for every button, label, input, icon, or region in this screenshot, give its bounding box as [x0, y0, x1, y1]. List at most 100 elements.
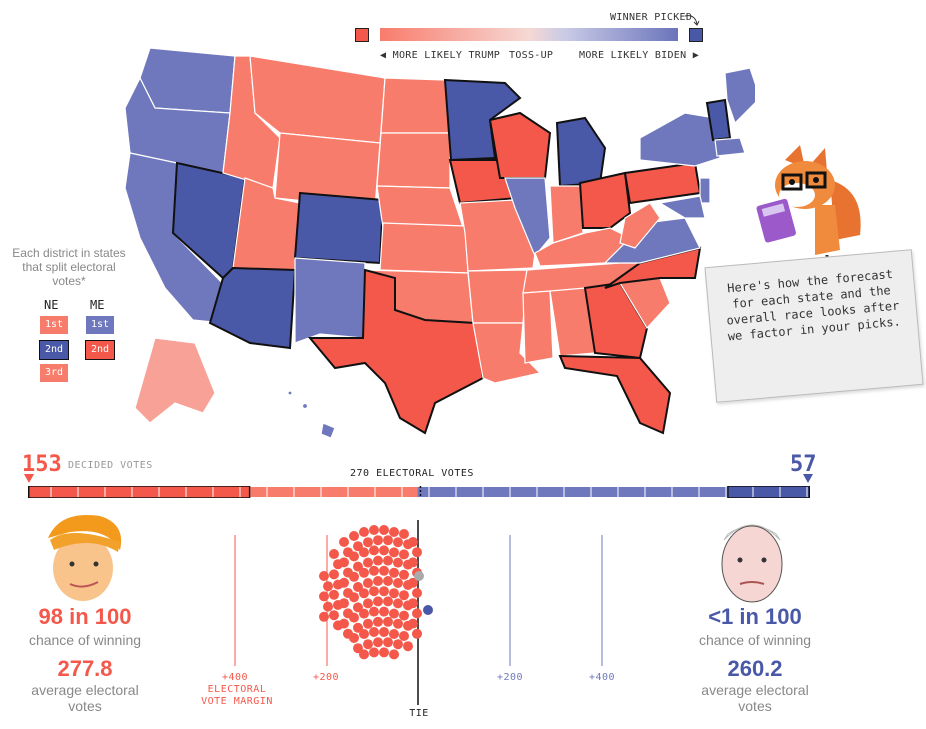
simulation-dot [379, 586, 389, 597]
simulation-dot [369, 647, 379, 658]
state-south-dakota[interactable] [376, 132, 451, 189]
legend-biden-picked-swatch [689, 28, 703, 42]
state-vermont-nh[interactable] [705, 98, 732, 142]
simulation-dot [349, 633, 359, 643]
simulation-dot [329, 569, 339, 580]
simulation-dots [319, 525, 422, 660]
simulation-dot [323, 601, 333, 612]
state-pennsylvania[interactable] [623, 161, 702, 205]
state-new-mexico[interactable] [294, 257, 366, 344]
state-north-dakota[interactable] [380, 77, 451, 134]
state-kansas[interactable] [379, 222, 469, 274]
state-west-virginia[interactable] [619, 202, 661, 249]
simulation-dot [363, 578, 373, 588]
state-wisconsin[interactable] [488, 111, 552, 179]
simulation-dot [403, 641, 413, 652]
bar-biden-lean [417, 487, 728, 497]
simulation-dot [412, 628, 422, 639]
simulation-dot [389, 649, 399, 660]
simulation-dot [319, 591, 329, 602]
simulation-dot [339, 537, 349, 547]
state-mississippi[interactable] [522, 290, 554, 364]
simulation-dot [353, 561, 363, 572]
trump-marker-icon [24, 474, 34, 483]
simulation-dot [393, 618, 403, 629]
me-district-2[interactable]: 2nd [85, 340, 115, 360]
simulation-dot [389, 547, 399, 558]
simulation-dot [383, 576, 393, 586]
simulation-dot [383, 616, 393, 627]
state-michigan[interactable] [555, 116, 607, 188]
state-texas[interactable] [307, 268, 485, 435]
us-electoral-map[interactable] [95, 38, 755, 443]
simulation-dot [363, 557, 373, 568]
state-arizona[interactable] [208, 266, 297, 350]
simulation-dot [389, 567, 399, 578]
simulation-dot [373, 535, 383, 546]
simulation-dot [363, 598, 373, 609]
state-louisiana[interactable] [472, 322, 542, 384]
more-likely-biden-label: MORE LIKELY BIDEN ▶ [579, 50, 700, 61]
simulation-dot [408, 557, 418, 568]
ne-district-2[interactable]: 2nd [39, 340, 69, 360]
winner-picked-label: WINNER PICKED [610, 12, 693, 23]
simulation-dot [389, 588, 399, 599]
simulation-dot [412, 547, 422, 558]
simulation-dot [363, 639, 373, 650]
trump-chance: 98 in 100 [38, 604, 132, 629]
district-col-me: ME [90, 298, 105, 312]
axis-trump-200: +200 [312, 672, 340, 683]
me-district-1[interactable]: 1st [86, 316, 114, 334]
state-hawaii[interactable] [320, 422, 336, 439]
biden-avatar [721, 524, 783, 603]
bar-trump-lean [250, 487, 418, 497]
state-new-york[interactable] [639, 112, 721, 167]
district-col-ne: NE [44, 298, 59, 312]
state-massachusetts[interactable] [714, 137, 746, 157]
simulation-dot [359, 608, 369, 619]
simulation-dot [339, 598, 349, 609]
state-colorado[interactable] [293, 191, 385, 265]
simulation-dot [373, 616, 383, 627]
state-new-jersey[interactable] [699, 177, 711, 204]
state-maine[interactable] [724, 67, 755, 125]
biden-chance-label: chance of winning [698, 632, 812, 648]
color-legend: WINNER PICKED ◀ MORE LIKELY TRUMP TOSS-U… [355, 10, 715, 70]
simulation-dot [379, 606, 389, 617]
state-ohio[interactable] [578, 171, 632, 229]
toss-up-label: TOSS-UP [509, 50, 554, 61]
simulation-dot [349, 551, 359, 562]
simulation-dot [379, 627, 389, 637]
simulation-dot [359, 588, 369, 599]
simulation-dot [408, 577, 418, 588]
simulation-dot [369, 545, 379, 556]
ne-district-1[interactable]: 1st [40, 316, 68, 334]
simulation-dot [349, 612, 359, 623]
simulation-dot [359, 567, 369, 578]
simulation-dot [393, 578, 403, 588]
simulation-dot [339, 577, 349, 588]
simulation-dot [329, 549, 339, 559]
biden-decided-votes: 57 [790, 452, 817, 477]
trump-chance-label: chance of winning [28, 632, 142, 648]
state-maryland-delaware[interactable] [658, 195, 706, 219]
state-florida[interactable] [558, 354, 672, 435]
simulation-dot [359, 649, 369, 660]
state-kentucky[interactable] [534, 227, 632, 267]
state-washington[interactable] [139, 47, 236, 114]
state-indiana[interactable] [549, 185, 584, 244]
axis-trump-400: +400 [221, 672, 249, 683]
simulation-dot [389, 629, 399, 639]
simulation-dot [369, 586, 379, 597]
ne-district-3[interactable]: 3rd [40, 364, 68, 382]
state-arkansas[interactable] [467, 269, 528, 324]
more-likely-trump-label: ◀ MORE LIKELY TRUMP [380, 50, 501, 61]
simulation-dot [383, 637, 393, 648]
state-alaska[interactable] [134, 337, 216, 424]
trump-avatar [48, 514, 122, 601]
note-card-text: Here's how the forecast for each state a… [725, 266, 902, 344]
state-illinois[interactable] [504, 177, 551, 258]
simulation-dot [329, 589, 339, 600]
trump-avg-ev: 277.8 [57, 656, 113, 681]
legend-trump-picked-swatch [355, 28, 369, 42]
